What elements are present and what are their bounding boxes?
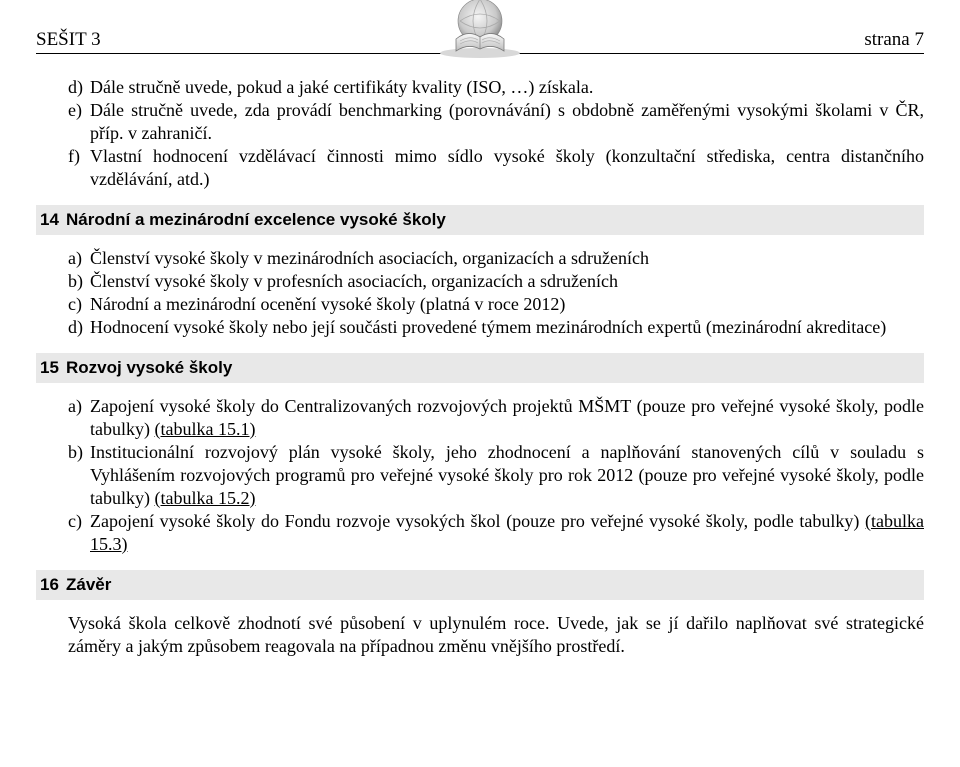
- s15-item-c: c)Zapojení vysoké školy do Fondu rozvoje…: [36, 510, 924, 556]
- s15-item-b: b)Institucionální rozvojový plán vysoké …: [36, 441, 924, 510]
- section-heading-16: 16Závěr: [36, 570, 924, 600]
- section-14-num: 14: [40, 209, 66, 231]
- section-heading-14: 14Národní a mezinárodní excelence vysoké…: [36, 205, 924, 235]
- s15-item-b-link: (tabulka 15.2): [155, 488, 256, 508]
- list-item-f: f)Vlastní hodnocení vzdělávací činnosti …: [36, 145, 924, 191]
- s14-item-b-text: Členství vysoké školy v profesních asoci…: [90, 271, 618, 291]
- s14-item-b: b)Členství vysoké školy v profesních aso…: [36, 270, 924, 293]
- section-14-title: Národní a mezinárodní excelence vysoké š…: [66, 210, 446, 229]
- s14-item-d-text: Hodnocení vysoké školy nebo její součást…: [90, 317, 886, 337]
- section-16-num: 16: [40, 574, 66, 596]
- s15-item-a: a)Zapojení vysoké školy do Centralizovan…: [36, 395, 924, 441]
- list-item-f-text: Vlastní hodnocení vzdělávací činnosti mi…: [90, 146, 924, 189]
- header-logo-globe-book-icon: [436, 0, 524, 59]
- header-left: SEŠIT 3: [36, 29, 101, 51]
- section-heading-15: 15Rozvoj vysoké školy: [36, 353, 924, 383]
- page-header: SEŠIT 3: [36, 0, 924, 54]
- s16-paragraph: Vysoká škola celkově zhodnotí své působe…: [36, 612, 924, 658]
- s14-item-a: a)Členství vysoké školy v mezinárodních …: [36, 247, 924, 270]
- s14-item-d: d)Hodnocení vysoké školy nebo její součá…: [36, 316, 924, 339]
- section-16-title: Závěr: [66, 575, 111, 594]
- list-item-d-text: Dále stručně uvede, pokud a jaké certifi…: [90, 77, 593, 97]
- s14-item-c-text: Národní a mezinárodní ocenění vysoké ško…: [90, 294, 565, 314]
- s15-item-a-link: (tabulka 15.1): [155, 419, 256, 439]
- s14-item-a-text: Členství vysoké školy v mezinárodních as…: [90, 248, 649, 268]
- list-item-d: d)Dále stručně uvede, pokud a jaké certi…: [36, 76, 924, 99]
- section-15-title: Rozvoj vysoké školy: [66, 358, 232, 377]
- s15-item-c-text: Zapojení vysoké školy do Fondu rozvoje v…: [90, 511, 865, 531]
- list-item-e: e)Dále stručně uvede, zda provádí benchm…: [36, 99, 924, 145]
- section-15-num: 15: [40, 357, 66, 379]
- list-item-e-text: Dále stručně uvede, zda provádí benchmar…: [90, 100, 924, 143]
- document-body: d)Dále stručně uvede, pokud a jaké certi…: [36, 76, 924, 658]
- header-right: strana 7: [864, 29, 924, 51]
- s14-item-c: c)Národní a mezinárodní ocenění vysoké š…: [36, 293, 924, 316]
